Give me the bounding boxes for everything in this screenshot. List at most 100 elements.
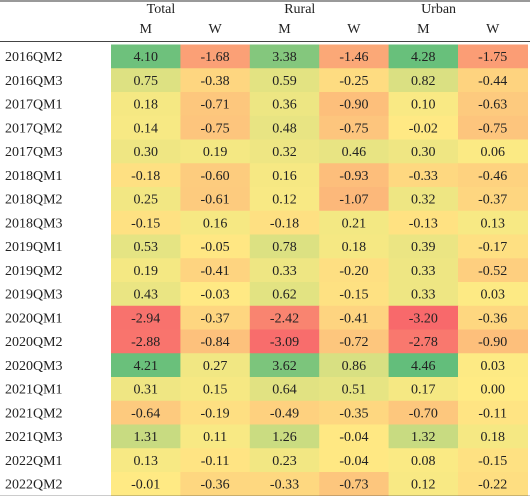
cell-value: 0.15 — [203, 383, 228, 398]
heat-cell — [388, 282, 459, 307]
cell-value: 0.33 — [272, 264, 297, 279]
cell-value: -3.09 — [270, 335, 299, 350]
cell-value: -0.75 — [339, 121, 368, 136]
heat-cell — [388, 472, 459, 496]
cell-value: 0.16 — [272, 169, 297, 184]
heat-cell — [249, 377, 320, 402]
heat-cell — [249, 329, 320, 354]
cell-value: -0.04 — [339, 430, 368, 445]
cell-value: -0.90 — [478, 335, 507, 350]
cell-value: -0.71 — [201, 98, 230, 113]
row-label: 2020QM3 — [5, 359, 63, 374]
cell-value: 0.51 — [342, 383, 367, 398]
cell-value: 0.19 — [203, 145, 228, 160]
row-label: 2017QM3 — [5, 145, 63, 160]
cell-value: 0.30 — [133, 145, 158, 160]
heat-cell — [319, 282, 390, 307]
cell-value: -0.11 — [201, 454, 230, 469]
cell-value: 0.43 — [133, 288, 158, 303]
cell-value: -0.05 — [201, 240, 230, 255]
cell-value: -0.46 — [478, 169, 507, 184]
heat-cell — [180, 400, 251, 426]
heat-cell — [180, 92, 251, 117]
cell-value: 0.27 — [203, 359, 228, 374]
cell-value: 0.32 — [272, 145, 297, 160]
heat-cell — [249, 139, 320, 164]
heat-cell — [111, 187, 181, 212]
heat-cell — [388, 400, 459, 426]
heat-cell — [249, 68, 320, 93]
heat-cell — [388, 139, 459, 164]
cell-value: -0.36 — [201, 478, 230, 493]
cell-value: 0.18 — [342, 240, 367, 255]
cell-value: -0.11 — [478, 406, 507, 421]
cell-value: -0.15 — [339, 288, 368, 303]
heat-cell — [249, 258, 320, 283]
cell-value: 0.32 — [411, 193, 436, 208]
heat-cell — [458, 258, 528, 283]
heat-cell — [111, 234, 181, 259]
heat-cell — [319, 400, 390, 426]
cell-value: -1.75 — [478, 50, 507, 65]
cell-value: 0.10 — [411, 98, 436, 113]
row-label: 2018QM3 — [5, 216, 63, 231]
cell-value: -0.22 — [478, 478, 507, 493]
heat-cell — [388, 377, 459, 402]
heat-cell — [458, 305, 528, 331]
cell-value: 0.31 — [133, 383, 158, 398]
heat-cell — [319, 163, 390, 188]
heat-cell — [111, 329, 181, 354]
cell-value: 0.82 — [411, 74, 436, 89]
row-label: 2021QM1 — [5, 383, 63, 398]
heat-cell — [319, 68, 390, 93]
heat-cell — [458, 329, 528, 354]
cell-value: -0.35 — [339, 406, 368, 421]
cell-value: -0.37 — [201, 311, 230, 326]
cell-value: -2.78 — [409, 335, 438, 350]
heat-cell — [249, 234, 320, 259]
heat-cell — [319, 305, 390, 331]
heat-cell — [111, 377, 181, 402]
heat-cell — [458, 234, 528, 259]
cell-value: -0.20 — [339, 264, 368, 279]
heat-cell — [319, 92, 390, 117]
heat-cell — [111, 400, 181, 426]
column-header: M — [139, 22, 152, 37]
cell-value: 3.38 — [272, 50, 297, 65]
cell-value: -0.18 — [131, 169, 160, 184]
cell-value: -0.19 — [201, 406, 230, 421]
cell-value: -0.33 — [270, 478, 299, 493]
heat-cell — [388, 187, 459, 212]
heat-cell — [180, 139, 251, 164]
heat-cell — [180, 163, 251, 188]
cell-value: 0.00 — [480, 383, 505, 398]
cell-value: -0.03 — [201, 288, 230, 303]
cell-value: 4.28 — [411, 50, 436, 65]
row-label: 2019QM1 — [5, 240, 63, 255]
heat-cell — [319, 139, 390, 164]
heat-cell — [249, 400, 320, 426]
heat-cell — [319, 329, 390, 354]
heat-cell — [458, 353, 528, 378]
heat-cell — [180, 448, 251, 473]
heat-cell — [180, 115, 251, 141]
heat-cell — [319, 44, 390, 69]
cell-value: -0.25 — [339, 74, 368, 89]
cell-value: 0.06 — [480, 145, 505, 160]
heat-cell — [458, 448, 528, 473]
column-header: W — [347, 22, 361, 37]
cell-value: 3.62 — [272, 359, 297, 374]
heat-cell — [458, 163, 528, 188]
heat-cell — [458, 282, 528, 307]
row-label: 2019QM3 — [5, 288, 63, 303]
cell-value: 0.12 — [272, 193, 297, 208]
cell-value: 4.21 — [133, 359, 158, 374]
heat-cell — [388, 210, 459, 236]
column-header: W — [486, 22, 500, 37]
heat-cell — [458, 424, 528, 449]
cell-value: 0.33 — [411, 288, 436, 303]
cell-value: 4.10 — [133, 50, 158, 65]
row-label: 2017QM1 — [5, 98, 63, 113]
cell-value: 0.30 — [411, 145, 436, 160]
heat-cell — [319, 115, 390, 141]
